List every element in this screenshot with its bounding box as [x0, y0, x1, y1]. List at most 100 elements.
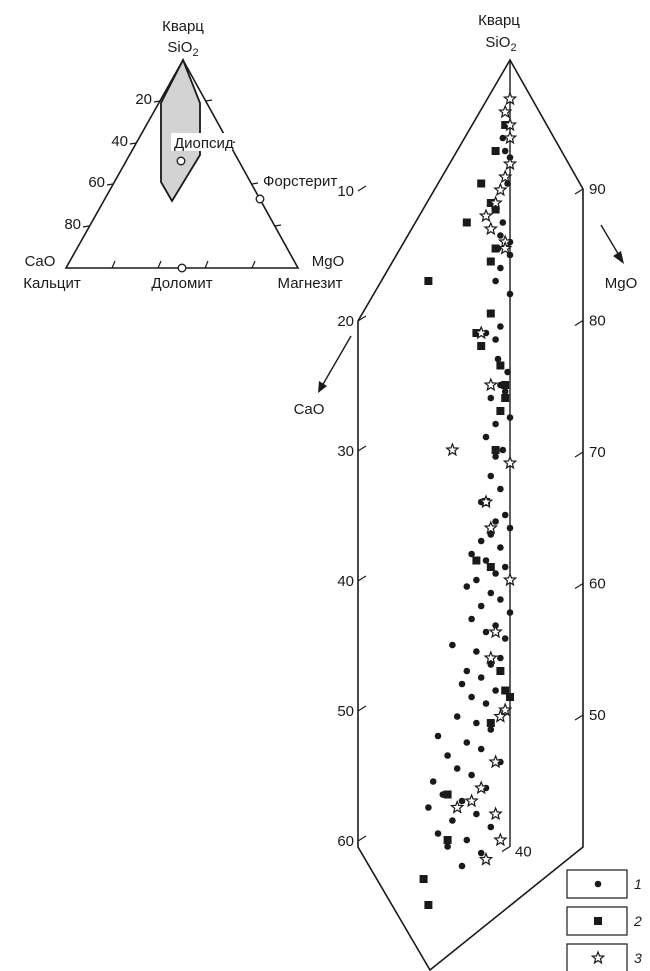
data-point-series-1 [425, 804, 432, 811]
data-point-series-1 [501, 388, 509, 395]
data-point-series-3 [488, 754, 503, 769]
cao-tick-mark [357, 575, 367, 582]
forsterite-point [255, 194, 265, 204]
data-point-series-2 [486, 719, 495, 727]
data-point-series-1 [506, 290, 514, 298]
data-point-series-1 [497, 596, 504, 603]
data-point-series-1 [492, 420, 499, 428]
mgo-tick-mark [574, 714, 584, 721]
cao-tick-label: 20 [337, 313, 354, 330]
cao-tick-label: 40 [337, 573, 354, 590]
data-point-series-3 [493, 182, 508, 197]
data-point-series-1 [492, 453, 499, 460]
data-point-series-1 [434, 732, 442, 740]
data-point-series-1 [501, 563, 509, 571]
data-point-series-2 [491, 147, 500, 155]
data-point-series-1 [463, 836, 471, 844]
data-point-series-3 [483, 520, 499, 535]
data-point-series-1 [494, 355, 502, 363]
main-apex-name: Кварц [478, 12, 520, 29]
data-point-series-1 [482, 433, 490, 441]
data-point-series-3 [497, 169, 513, 184]
data-point-series-1 [477, 745, 485, 753]
cao-tick-label: 60 [337, 833, 354, 850]
data-point-series-2 [501, 381, 510, 389]
diopside-point [176, 156, 186, 166]
data-point-series-1 [506, 609, 514, 616]
mgo-tick-label: 60 [589, 576, 606, 593]
data-point-series-3 [483, 650, 499, 665]
inset-ternary: Кварц SiO2 CaO Кальцит MgO Магнезит Диоп… [23, 18, 344, 292]
data-point-series-2 [501, 121, 510, 129]
mgo-arrow-shaft [600, 224, 621, 258]
data-point-series-2 [472, 556, 481, 565]
data-point-series-1 [506, 414, 514, 421]
cao-tick-mark [357, 315, 367, 322]
data-point-series-1 [506, 524, 514, 532]
legend-label: 1 [634, 876, 642, 892]
data-point-series-3 [488, 624, 503, 639]
data-point-series-1 [434, 830, 442, 837]
mgo-axis-ticks: 90 80 70 60 50 40 [501, 181, 606, 861]
data-point-series-3 [464, 793, 479, 808]
data-point-series-1 [477, 537, 485, 545]
data-point-series-2 [496, 361, 505, 370]
data-point-series-1 [477, 674, 485, 681]
data-point-series-1 [458, 680, 466, 688]
data-point-series-2 [486, 199, 495, 207]
data-point-series-1 [487, 726, 495, 733]
mgo-arrow-head [613, 251, 624, 264]
data-point-series-1 [487, 472, 495, 480]
data-point-series-2 [486, 563, 495, 571]
legend-label: 3 [634, 950, 642, 966]
inset-tick-label-40: 40 [111, 133, 128, 150]
data-point-series-1 [487, 531, 495, 538]
data-point-series-2 [491, 446, 500, 454]
legend: 1 2 3 [566, 869, 642, 971]
data-point-series-3 [502, 117, 518, 132]
data-point-series-2 [491, 244, 500, 253]
inset-apex-right-name: Магнезит [278, 275, 343, 292]
data-point-series-1 [477, 602, 485, 610]
cao-tick-mark [357, 835, 367, 842]
main-apex-formula: SiO2 [485, 34, 516, 54]
data-point-series-3 [478, 851, 494, 866]
cao-tick-label: 30 [337, 443, 354, 460]
star-icon [590, 950, 606, 965]
cao-tick-mark [357, 705, 367, 712]
circle-icon [594, 880, 602, 888]
data-point-series-3 [488, 195, 503, 210]
data-point-series-2 [443, 836, 452, 844]
data-point-series-1 [497, 654, 504, 662]
data-point-series-3 [483, 377, 499, 392]
data-point-series-1 [497, 544, 504, 551]
inset-tick-label-20: 20 [135, 91, 152, 108]
data-point-series-1 [458, 797, 466, 805]
inset-apex-left-formula: CaO [25, 253, 56, 270]
data-point-series-1 [463, 583, 471, 590]
dolomite-point [177, 263, 187, 273]
data-point-series-3 [483, 221, 499, 236]
mgo-tick-mark [501, 845, 511, 853]
mgo-tick-label: 40 [515, 844, 532, 861]
data-point-series-2 [501, 686, 510, 695]
square-icon [594, 917, 602, 925]
mgo-tick-mark [574, 451, 584, 458]
diopside-label: Диопсид [174, 135, 234, 152]
data-point-series-1 [449, 817, 456, 824]
data-point-series-3 [473, 325, 489, 340]
data-point-series-1 [468, 615, 475, 623]
data-point-series-3 [502, 91, 518, 106]
data-point-series-1 [444, 752, 451, 759]
data-point-series-3 [493, 708, 508, 723]
data-point-series-3 [497, 104, 513, 119]
mgo-tick-mark [574, 319, 584, 327]
inset-apex-top-formula: SiO2 [167, 39, 198, 59]
cao-axis-ticks: 10 20 30 40 50 60 [337, 183, 367, 850]
main-outline [357, 58, 584, 971]
data-point-series-2 [486, 257, 495, 266]
cao-tick-mark [357, 185, 367, 192]
data-point-series-1 [487, 823, 495, 831]
inset-apex-left-name: Кальцит [23, 275, 81, 292]
diopside-label-bg [171, 133, 233, 151]
